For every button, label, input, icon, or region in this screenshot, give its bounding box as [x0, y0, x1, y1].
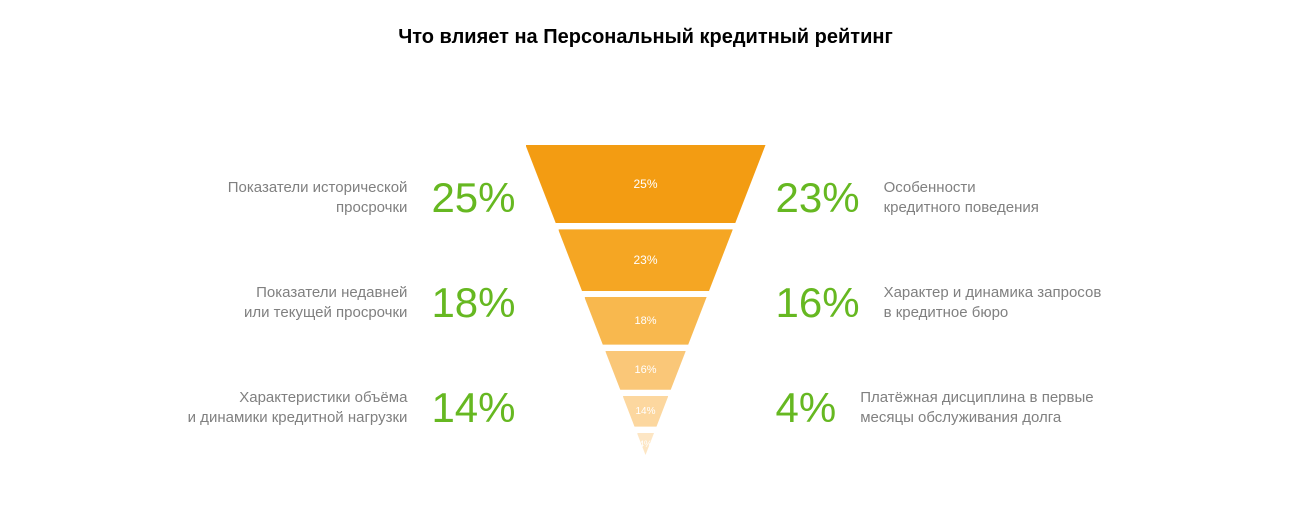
- funnel-segment-label-5: 4%: [639, 439, 652, 449]
- funnel-segment-label-2: 18%: [634, 315, 656, 327]
- funnel-segment-label-0: 25%: [633, 177, 657, 191]
- right-row-2: 4% Платёжная дисциплина в первые месяцы …: [776, 355, 1176, 460]
- right-label-1-l2: в кредитное бюро: [884, 304, 1009, 321]
- left-label-0-l2: просрочки: [336, 199, 407, 216]
- left-label-2-l1: Характеристики объёма: [239, 389, 407, 406]
- left-label-1-l1: Показатели недавней: [256, 284, 407, 301]
- funnel-segment-2: 18%: [584, 297, 706, 345]
- funnel-segment-1: 23%: [558, 229, 733, 291]
- right-label-0: Особенности кредитного поведения: [884, 178, 1039, 217]
- right-label-2-l2: месяцы обслуживания долга: [860, 409, 1061, 426]
- left-pct-2: 14%: [431, 384, 515, 432]
- right-label-1: Характер и динамика запросов в кредитное…: [884, 283, 1102, 322]
- funnel-segment-4: 14%: [623, 396, 669, 427]
- left-label-2-l2: и динамики кредитной нагрузки: [188, 409, 408, 426]
- right-label-0-l1: Особенности: [884, 179, 976, 196]
- funnel-segment-5: 4%: [637, 433, 654, 455]
- left-row-0: Показатели исторической просрочки 25%: [116, 145, 516, 250]
- left-pct-1: 18%: [431, 279, 515, 327]
- right-label-0-l2: кредитного поведения: [884, 199, 1039, 216]
- right-pct-1: 16%: [776, 279, 860, 327]
- right-label-2: Платёжная дисциплина в первые месяцы обс…: [860, 388, 1093, 427]
- left-label-0: Показатели исторической просрочки: [228, 178, 408, 217]
- funnel-segment-label-3: 16%: [634, 364, 656, 376]
- funnel-segment-3: 16%: [605, 351, 686, 390]
- left-label-2: Характеристики объёма и динамики кредитн…: [188, 388, 408, 427]
- right-row-1: 16% Характер и динамика запросов в креди…: [776, 250, 1176, 355]
- left-label-1-l2: или текущей просрочки: [244, 304, 407, 321]
- funnel-segment-label-1: 23%: [633, 253, 657, 267]
- right-label-2-l1: Платёжная дисциплина в первые: [860, 389, 1093, 406]
- left-column: Показатели исторической просрочки 25% По…: [116, 145, 516, 460]
- chart-title: Что влияет на Персональный кредитный рей…: [0, 26, 1291, 49]
- left-row-2: Характеристики объёма и динамики кредитн…: [116, 355, 516, 460]
- funnel-chart: 25% 23% 18% 16% 14% 4%: [516, 145, 776, 455]
- right-row-0: 23% Особенности кредитного поведения: [776, 145, 1176, 250]
- right-pct-0: 23%: [776, 174, 860, 222]
- chart-content: Показатели исторической просрочки 25% По…: [0, 145, 1291, 460]
- funnel-segment-0: 25%: [526, 145, 766, 223]
- funnel-segment-label-4: 14%: [635, 406, 655, 417]
- right-column: 23% Особенности кредитного поведения 16%…: [776, 145, 1176, 460]
- left-label-0-l1: Показатели исторической: [228, 179, 408, 196]
- left-label-1: Показатели недавней или текущей просрочк…: [244, 283, 407, 322]
- left-row-1: Показатели недавней или текущей просрочк…: [116, 250, 516, 355]
- right-pct-2: 4%: [776, 384, 837, 432]
- right-label-1-l1: Характер и динамика запросов: [884, 284, 1102, 301]
- left-pct-0: 25%: [431, 174, 515, 222]
